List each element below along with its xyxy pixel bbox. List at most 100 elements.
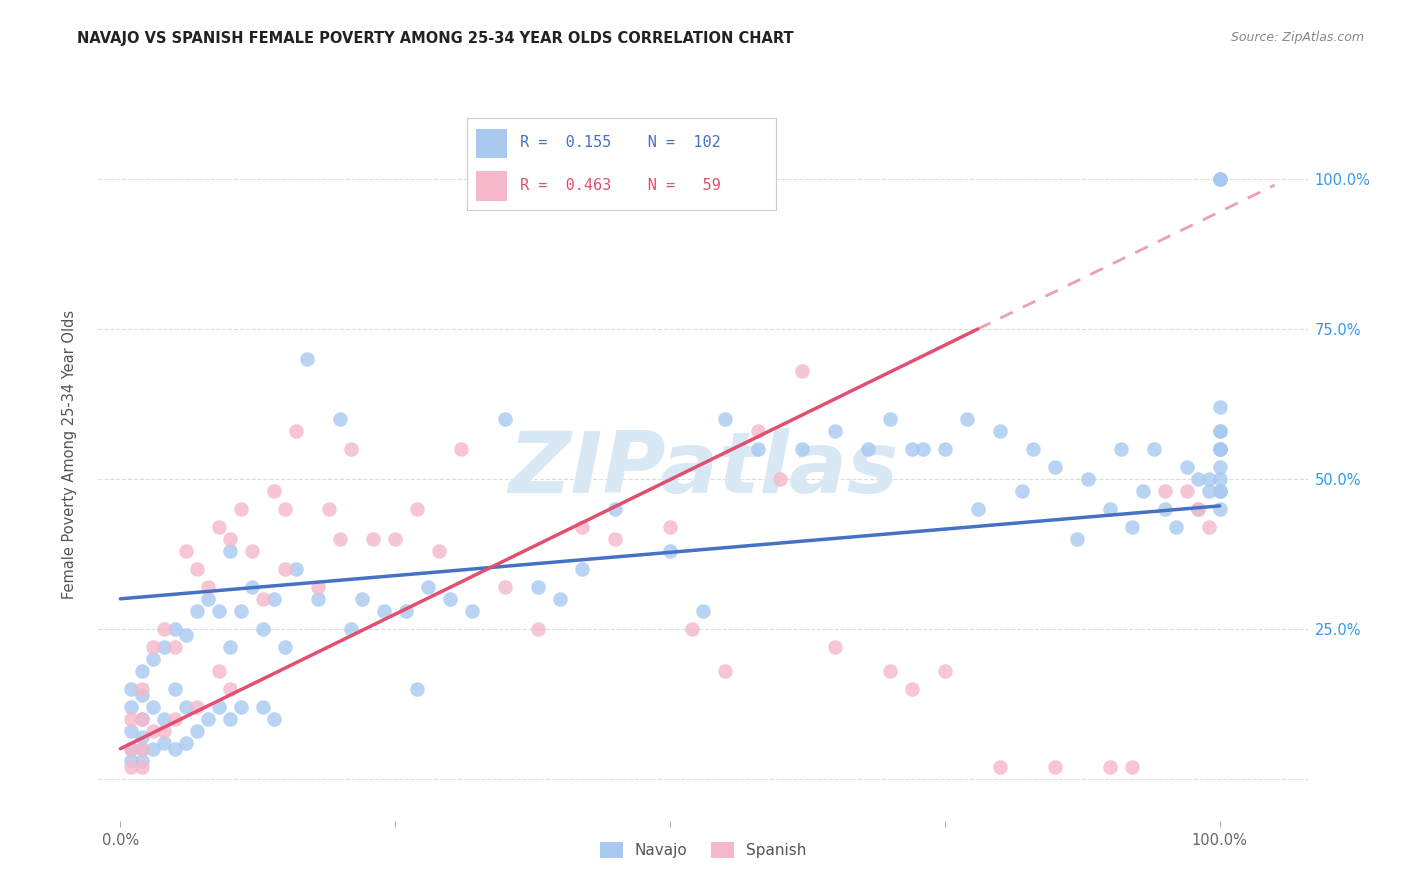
Point [131, 754, 153, 768]
Point [231, 699, 253, 714]
Point [263, 483, 285, 498]
Point [208, 699, 231, 714]
Point [1208, 400, 1230, 414]
Point [340, 622, 363, 636]
Point [274, 501, 297, 516]
Point [176, 736, 198, 750]
Point [1208, 442, 1230, 456]
Point [1098, 501, 1121, 516]
Point [769, 472, 792, 486]
Point [790, 364, 813, 378]
Point [1153, 483, 1175, 498]
Point [131, 760, 153, 774]
Point [1198, 483, 1220, 498]
Point [197, 580, 219, 594]
Point [186, 562, 208, 576]
Point [285, 424, 308, 438]
Point [988, 760, 1011, 774]
Point [153, 723, 176, 738]
Point [1098, 760, 1121, 774]
Point [901, 681, 924, 696]
Point [1187, 501, 1209, 516]
Point [747, 424, 769, 438]
Point [329, 532, 352, 546]
Legend: Navajo, Spanish: Navajo, Spanish [593, 836, 813, 864]
Point [131, 712, 153, 726]
Point [1198, 472, 1220, 486]
Point [1208, 483, 1230, 498]
Point [824, 424, 846, 438]
Point [901, 442, 924, 456]
Point [153, 736, 176, 750]
Point [165, 712, 187, 726]
Point [153, 640, 176, 654]
Point [966, 501, 988, 516]
Point [395, 604, 418, 618]
Point [120, 760, 142, 774]
Point [231, 501, 253, 516]
Point [681, 622, 703, 636]
Point [1208, 172, 1230, 186]
Point [142, 723, 165, 738]
Point [285, 562, 308, 576]
Point [120, 723, 142, 738]
Point [747, 442, 769, 456]
Point [1208, 424, 1230, 438]
Point [988, 424, 1011, 438]
Point [1198, 520, 1220, 534]
Point [1011, 483, 1033, 498]
Point [131, 688, 153, 702]
Point [263, 712, 285, 726]
Point [361, 532, 384, 546]
Point [165, 741, 187, 756]
Point [1208, 442, 1230, 456]
Point [494, 580, 516, 594]
Point [714, 412, 737, 426]
Point [252, 699, 274, 714]
Point [208, 604, 231, 618]
Point [297, 351, 319, 366]
Point [120, 681, 142, 696]
Point [307, 580, 329, 594]
Point [1077, 472, 1099, 486]
Point [373, 604, 395, 618]
Point [571, 562, 593, 576]
Point [1043, 459, 1066, 474]
Point [427, 544, 450, 558]
Point [824, 640, 846, 654]
Point [461, 604, 484, 618]
Point [934, 442, 956, 456]
Point [1208, 483, 1230, 498]
Point [956, 412, 979, 426]
Point [142, 652, 165, 666]
Point [384, 532, 406, 546]
Point [1164, 520, 1187, 534]
Point [131, 712, 153, 726]
Text: ZIPatlas: ZIPatlas [508, 428, 898, 511]
Point [659, 520, 682, 534]
Point [219, 681, 242, 696]
Point [1208, 424, 1230, 438]
Point [1208, 172, 1230, 186]
Point [1187, 472, 1209, 486]
Point [165, 622, 187, 636]
Point [603, 532, 626, 546]
Point [494, 412, 516, 426]
Point [1121, 520, 1143, 534]
Point [1208, 459, 1230, 474]
Point [142, 741, 165, 756]
Point [1022, 442, 1045, 456]
Point [142, 699, 165, 714]
Point [1175, 459, 1198, 474]
Point [219, 712, 242, 726]
Point [418, 580, 440, 594]
Point [219, 544, 242, 558]
Point [131, 664, 153, 678]
Point [1132, 483, 1154, 498]
Point [208, 664, 231, 678]
Point [219, 532, 242, 546]
Point [120, 741, 142, 756]
Point [527, 622, 550, 636]
Point [714, 664, 737, 678]
Point [120, 699, 142, 714]
